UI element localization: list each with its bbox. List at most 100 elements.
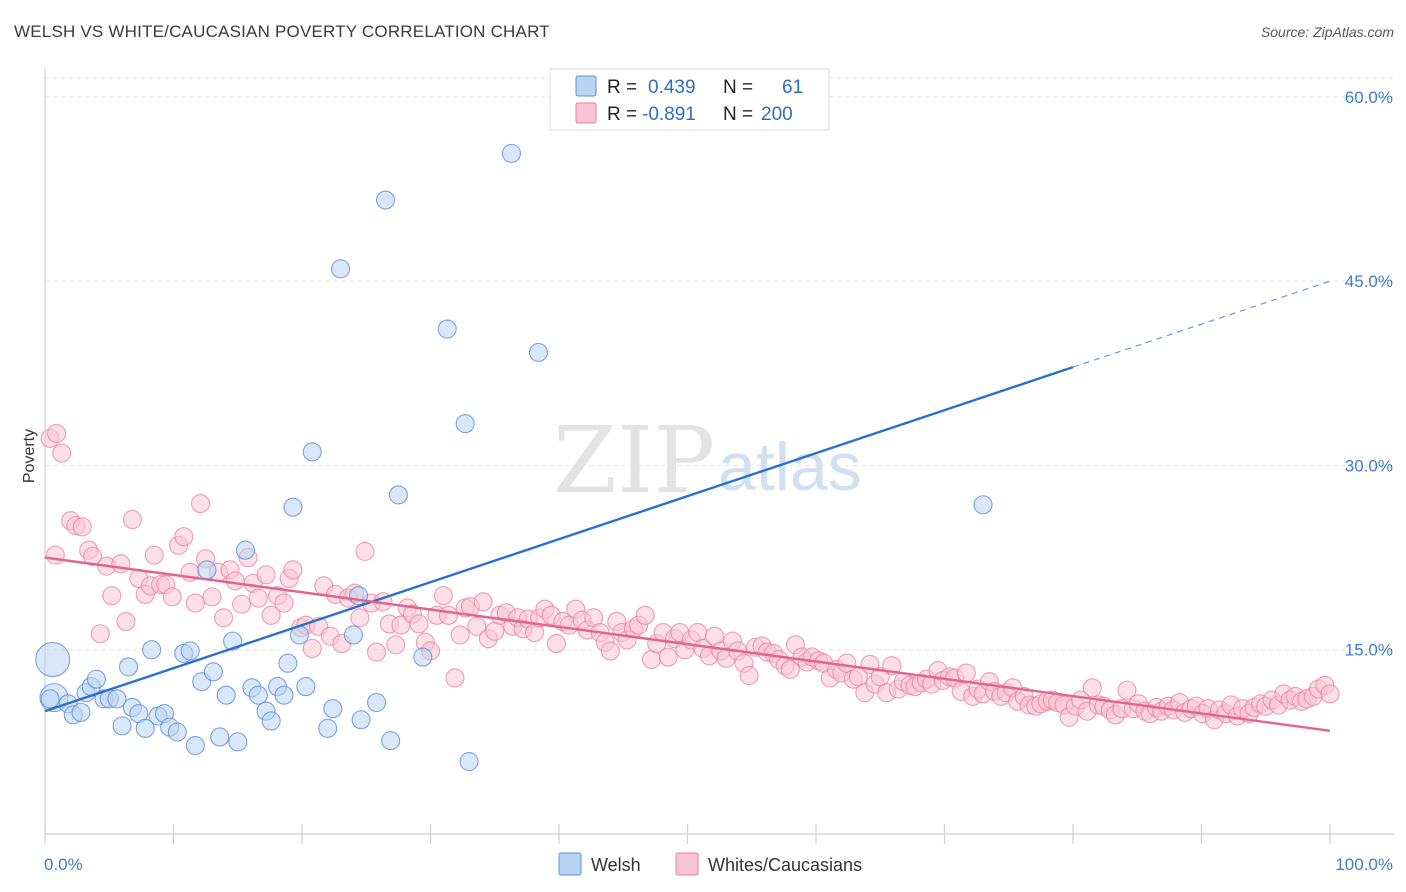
whites-point	[52, 443, 72, 463]
whites-point	[409, 614, 429, 634]
whites-point	[185, 593, 205, 613]
welsh-trend-line	[44, 366, 1074, 713]
whites-point	[780, 659, 800, 679]
welsh-point	[351, 710, 371, 730]
y-tick-label: 45.0%	[1345, 272, 1393, 291]
whites-point	[546, 634, 566, 654]
whites-point	[283, 560, 303, 580]
welsh-point	[86, 669, 106, 689]
welsh-point	[283, 497, 303, 517]
welsh-point	[142, 640, 162, 660]
welsh-point	[185, 735, 205, 756]
welsh-point	[216, 685, 236, 705]
whites-point	[202, 587, 222, 607]
whites-point	[450, 625, 470, 645]
welsh-point	[348, 586, 369, 606]
bottom-legend-welsh-swatch	[558, 852, 582, 876]
whites-point	[102, 586, 122, 606]
trend-lines	[44, 280, 1331, 732]
whites-point	[433, 586, 453, 606]
whites-point	[302, 638, 322, 659]
welsh-points	[35, 143, 993, 772]
whites-point	[956, 663, 976, 683]
whites-point	[366, 642, 387, 662]
legend-welsh-r-label: R =	[607, 77, 637, 98]
welsh-point	[167, 722, 187, 742]
welsh-point	[413, 647, 433, 667]
welsh-point	[455, 414, 475, 434]
legend-welsh-r-value: 0.439	[648, 77, 696, 98]
x-tick-label-max: 100.0%	[1335, 855, 1393, 874]
welsh-point	[381, 731, 401, 751]
welsh-point	[366, 692, 387, 713]
legend-welsh-n-value: 61	[782, 77, 803, 98]
y-tick-label: 60.0%	[1345, 88, 1393, 107]
welsh-point	[274, 685, 294, 705]
whites-point	[658, 647, 678, 667]
whites-point	[116, 611, 136, 632]
welsh-point	[343, 625, 363, 645]
whites-point	[641, 649, 662, 670]
bottom-legend-whites-label: Whites/Caucasians	[708, 855, 862, 875]
axes: 15.0% 30.0% 45.0% 60.0% 0.0% 100.0% Poverty	[21, 68, 1394, 874]
whites-point	[261, 605, 281, 625]
welsh-point	[35, 641, 71, 678]
legend-whites-n-label: N =	[723, 104, 753, 125]
y-tick-label: 30.0%	[1345, 456, 1393, 475]
whites-point	[256, 565, 276, 585]
whites-point	[467, 616, 487, 636]
welsh-point	[501, 143, 522, 163]
whites-point	[122, 509, 142, 530]
whites-point	[485, 621, 505, 641]
whites-point	[162, 587, 182, 607]
welsh-trend-extension	[1072, 280, 1331, 368]
whites-point	[1320, 684, 1340, 704]
whites-point	[190, 493, 211, 514]
welsh-point	[302, 442, 322, 462]
whites-point	[174, 527, 194, 547]
chart-title: WELSH VS WHITE/CAUCASIAN POVERTY CORRELA…	[14, 22, 550, 41]
welsh-point	[210, 727, 230, 747]
welsh-point	[973, 495, 993, 515]
whites-point	[688, 622, 708, 643]
bottom-legend-whites-swatch	[675, 852, 699, 876]
whites-point	[473, 592, 493, 612]
whites-point	[248, 588, 268, 608]
legend-welsh-swatch	[575, 75, 597, 97]
watermark: ZIP atlas	[553, 407, 862, 514]
welsh-point	[40, 689, 60, 709]
welsh-point	[278, 653, 298, 673]
legend: R = 0.439 N = 61 R = -0.891 N = 200	[549, 68, 830, 131]
welsh-point	[118, 657, 139, 677]
whites-point	[225, 571, 245, 591]
welsh-point	[135, 718, 155, 738]
whites-point	[47, 423, 67, 444]
welsh-point	[318, 718, 338, 738]
whites-point	[144, 545, 164, 565]
welsh-point	[228, 732, 248, 752]
legend-whites-r-value: -0.891	[642, 104, 696, 125]
watermark-atlas: atlas	[718, 429, 862, 505]
whites-point	[739, 665, 759, 686]
y-tick-label: 15.0%	[1345, 641, 1393, 660]
whites-point	[232, 594, 252, 614]
welsh-point	[197, 560, 217, 580]
welsh-point	[261, 711, 281, 731]
welsh-point	[112, 716, 132, 736]
welsh-point	[323, 699, 343, 719]
welsh-point	[71, 702, 91, 722]
whites-point	[82, 546, 103, 566]
whites-point	[635, 605, 655, 625]
welsh-point	[235, 540, 256, 560]
welsh-point	[248, 685, 268, 705]
welsh-point	[203, 662, 223, 682]
welsh-point	[296, 677, 316, 697]
whites-point	[445, 668, 465, 688]
whites-point	[111, 554, 131, 574]
whites-point	[355, 541, 375, 561]
welsh-point	[459, 751, 479, 772]
y-axis-title: Poverty	[21, 429, 38, 483]
welsh-point	[375, 190, 396, 210]
bottom-legend-welsh-label: Welsh	[591, 855, 641, 875]
